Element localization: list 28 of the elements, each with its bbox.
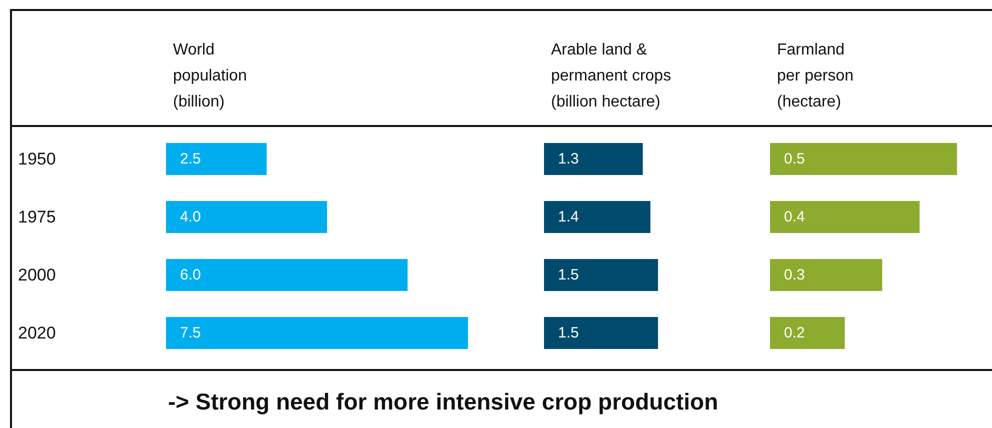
data-label: 6.0 [180, 266, 201, 284]
data-label: 0.5 [784, 150, 805, 168]
y-tick-label: 1950 [18, 150, 56, 168]
bar [770, 259, 882, 291]
bar [770, 317, 845, 349]
bar [770, 201, 920, 233]
y-tick-label: 1975 [18, 208, 56, 226]
data-label: 0.3 [784, 266, 805, 284]
y-tick-label: 2000 [18, 266, 56, 284]
chart-title: Arable land & permanent crops (billion hectare) [551, 42, 672, 110]
bar [166, 143, 267, 175]
chart-title: World population (billion) [173, 42, 247, 110]
bar [166, 317, 468, 349]
data-label: 1.3 [558, 150, 579, 168]
chart-title: Farmland per person (hectare) [777, 42, 854, 110]
data-label: 1.4 [558, 208, 579, 226]
bar [166, 201, 328, 233]
bar [770, 143, 957, 175]
data-label: 4.0 [180, 208, 201, 226]
data-label: 0.4 [784, 208, 805, 226]
data-label: 1.5 [558, 266, 579, 284]
data-label: 0.2 [784, 324, 805, 342]
y-tick-label: 2020 [18, 324, 56, 342]
bar [166, 259, 408, 291]
data-label: 1.5 [558, 324, 579, 342]
text: -> Strong need for more intensive crop production [168, 388, 718, 414]
data-label: 7.5 [180, 324, 201, 342]
data-label: 2.5 [180, 150, 201, 168]
